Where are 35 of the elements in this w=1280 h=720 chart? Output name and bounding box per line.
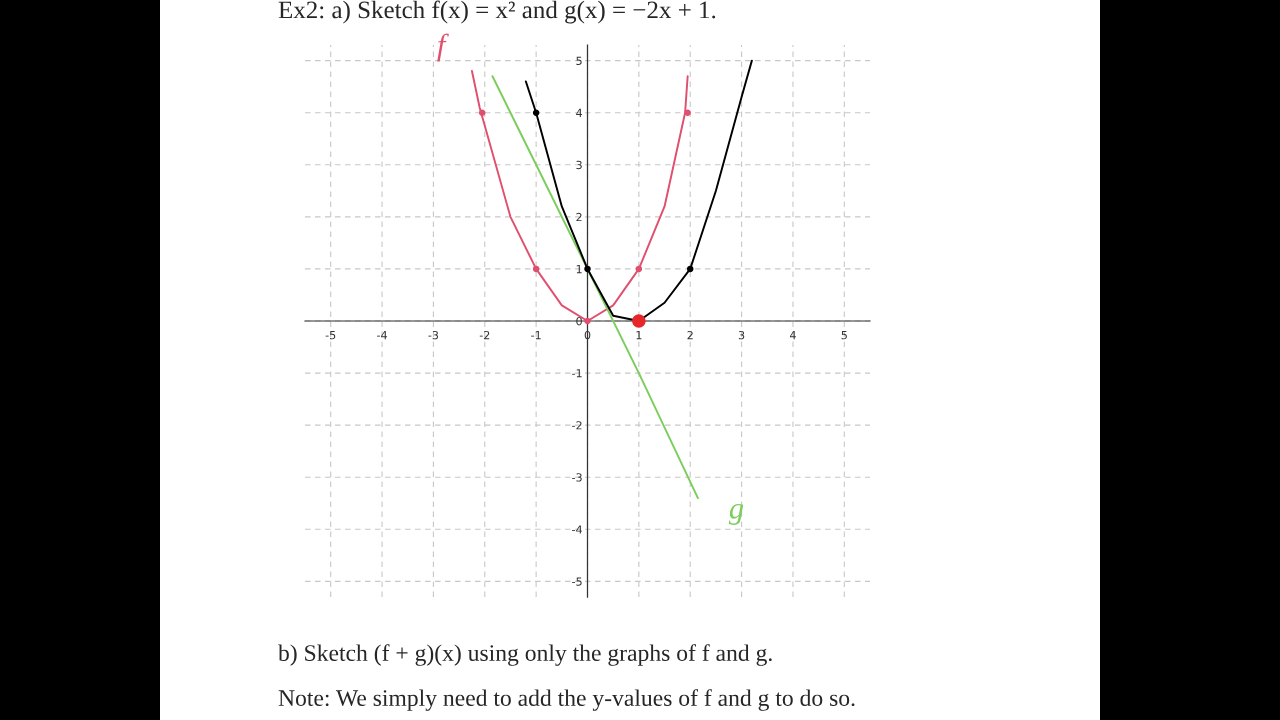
x-tick-label: -4 xyxy=(377,331,387,340)
point xyxy=(532,265,540,273)
y-tick-label: -5 xyxy=(572,577,582,586)
y-tick-label: 1 xyxy=(576,265,582,274)
point xyxy=(632,314,646,328)
y-tick-label: -4 xyxy=(572,525,583,534)
x-tick-label: -3 xyxy=(428,330,439,340)
text: Note: We simply need to add the y-values of f and g to do so. xyxy=(278,689,855,711)
x-tick-label: -1 xyxy=(531,331,541,340)
x-tick-label: -5 xyxy=(325,331,336,340)
y-tick-label: 2 xyxy=(576,212,582,222)
point xyxy=(635,265,643,273)
x-tick-label: 4 xyxy=(789,331,796,340)
x-tick-label: 5 xyxy=(841,331,847,340)
point xyxy=(584,317,591,325)
point xyxy=(684,109,691,116)
x-tick-label: -2 xyxy=(479,330,490,340)
y-tick-label: -2 xyxy=(572,421,582,430)
point xyxy=(584,265,591,273)
point xyxy=(532,109,540,116)
y-tick-label: 4 xyxy=(576,108,583,117)
y-tick-label: 3 xyxy=(576,160,582,170)
x-tick-label: 2 xyxy=(687,330,693,340)
text: b) Sketch (f + g)(x) using only the graphs of f and g. xyxy=(278,644,772,666)
y-tick-label: -1 xyxy=(572,369,582,378)
chart-title: Ex2: a) Sketch f(x) = x² and g(x) = −2x + 1. xyxy=(278,0,716,24)
series-label: f xyxy=(437,33,449,62)
x-tick-label: 1 xyxy=(636,331,642,340)
y-tick-label: -3 xyxy=(572,473,582,482)
point xyxy=(686,265,694,273)
x-tick-label: 3 xyxy=(738,330,745,340)
y-tick-label: 5 xyxy=(576,56,582,65)
line-series xyxy=(491,75,699,500)
series-label: g xyxy=(728,504,744,525)
point xyxy=(478,109,486,116)
